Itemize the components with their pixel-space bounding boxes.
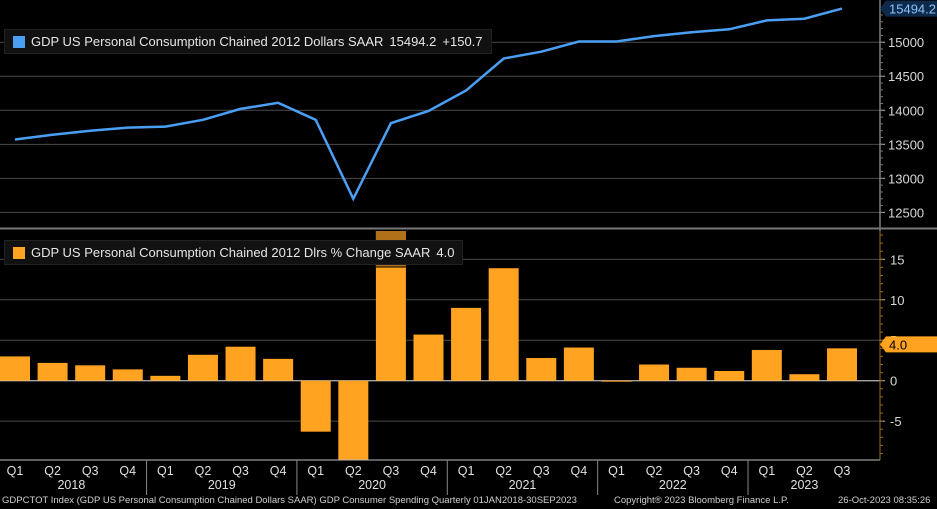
- x-quarter-label: Q1: [157, 464, 174, 478]
- bar: [75, 365, 106, 381]
- x-quarter-label: Q4: [270, 464, 287, 478]
- bottom-y-tick-label: 10: [890, 293, 904, 308]
- x-quarter-label: Q2: [195, 464, 212, 478]
- x-quarter-label: Q2: [495, 464, 512, 478]
- bottom-y-tick-label: -5: [890, 414, 902, 429]
- x-quarter-label: Q2: [345, 464, 362, 478]
- bar: [639, 364, 670, 381]
- bar: [601, 380, 632, 382]
- x-quarter-label: Q1: [307, 464, 324, 478]
- x-quarter-label: Q3: [533, 464, 550, 478]
- bottom-legend-last: 4.0: [436, 245, 455, 260]
- top-y-tick-label: 14500: [888, 69, 924, 84]
- bar: [488, 268, 519, 381]
- bar: [150, 375, 181, 381]
- bottom-y-tick-label: 0: [890, 374, 897, 389]
- bar: [112, 369, 143, 381]
- bar: [714, 370, 745, 381]
- x-tick-labels: Q1 Q2 Q3 Q4 Q1 Q2 Q3 Q4 Q1 Q2 Q3 Q4 Q1 Q2 Q3 Q4 Q1 Q2 Q3 Q4…: [7, 460, 851, 495]
- top-y-tick-label: 13000: [888, 171, 924, 186]
- bottom-legend: GDP US Personal Consumption Chained 2012…: [4, 240, 464, 265]
- bottom-last-value-tag: 4.0: [889, 337, 907, 352]
- footer-copyright: Copyright® 2023 Bloomberg Finance L.P.: [614, 495, 789, 506]
- x-year-label: 2019: [208, 478, 236, 492]
- bar: [0, 356, 30, 381]
- bar: [300, 380, 331, 432]
- top-last-value-tag: 15494.2: [889, 2, 936, 17]
- bar-series: [0, 231, 857, 460]
- bar: [413, 334, 444, 381]
- bottom-legend-label: GDP US Personal Consumption Chained 2012…: [31, 245, 431, 260]
- x-quarter-label: Q3: [834, 464, 851, 478]
- bar: [263, 358, 294, 381]
- last-value-tags: 15494.2 4.0: [880, 0, 937, 353]
- bar: [827, 348, 857, 381]
- footer-timestamp: 26-Oct-2023 08:35:26: [838, 495, 931, 506]
- x-quarter-label: Q4: [721, 464, 738, 478]
- bottom-legend-swatch: [13, 246, 25, 259]
- top-legend-change: +150.7: [442, 34, 483, 49]
- top-legend: GDP US Personal Consumption Chained 2012…: [4, 29, 492, 54]
- x-quarter-label: Q4: [119, 464, 136, 478]
- top-legend-last: 15494.2: [389, 34, 437, 49]
- x-quarter-label: Q1: [758, 464, 775, 478]
- top-y-tick-label: 14000: [888, 103, 924, 118]
- bar: [563, 347, 594, 381]
- x-quarter-label: Q1: [7, 464, 24, 478]
- bar: [451, 307, 482, 381]
- x-quarter-label: Q2: [646, 464, 663, 478]
- bar: [187, 354, 218, 381]
- bar: [338, 380, 369, 460]
- bar: [789, 374, 820, 381]
- bar: [676, 367, 707, 381]
- x-quarter-label: Q4: [571, 464, 588, 478]
- top-y-tick-label: 15000: [888, 35, 924, 50]
- bar: [526, 358, 557, 381]
- footer-source: GDPCTOT Index (GDP US Personal Consumpti…: [2, 495, 577, 506]
- top-y-tick-label: 13500: [888, 137, 924, 152]
- top-last-value-tag-bg: [880, 0, 937, 17]
- x-quarter-label: Q1: [608, 464, 625, 478]
- bottom-last-value-tag-bg: [880, 336, 937, 353]
- top-legend-label: GDP US Personal Consumption Chained 2012…: [31, 34, 384, 49]
- x-year-label: 2022: [659, 478, 687, 492]
- x-year-label: 2018: [57, 478, 85, 492]
- x-quarter-label: Q2: [44, 464, 61, 478]
- bar: [751, 349, 782, 381]
- x-quarter-label: Q3: [383, 464, 400, 478]
- x-year-label: 2021: [509, 478, 537, 492]
- x-quarter-label: Q2: [796, 464, 813, 478]
- x-year-label: 2023: [791, 478, 819, 492]
- bar: [225, 346, 256, 381]
- x-quarter-label: Q1: [458, 464, 475, 478]
- x-quarter-label: Q3: [683, 464, 700, 478]
- top-legend-swatch: [13, 35, 25, 48]
- x-quarter-label: Q3: [82, 464, 99, 478]
- x-year-label: 2020: [358, 478, 386, 492]
- top-y-tick-label: 12500: [888, 205, 924, 220]
- top-y-tick-labels: 12500 13000 13500 14000 14500 15000: [880, 7, 924, 220]
- bar: [37, 362, 68, 381]
- x-quarter-label: Q3: [232, 464, 249, 478]
- consumption-line: [14, 7, 843, 202]
- axes: [0, 0, 937, 461]
- x-quarter-label: Q4: [420, 464, 437, 478]
- bottom-y-tick-label: 15: [890, 252, 904, 267]
